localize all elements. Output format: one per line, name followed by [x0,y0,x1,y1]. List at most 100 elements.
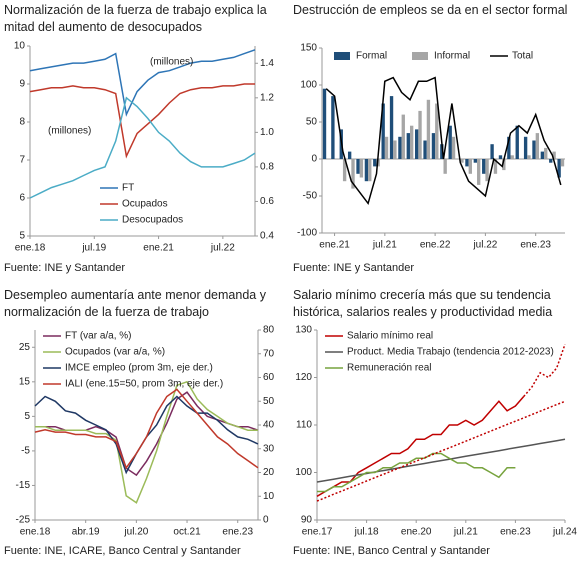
data-line [316,396,525,497]
bar [398,136,402,159]
y-tick-label: 7 [19,155,25,166]
bar [557,159,561,178]
bar [409,125,414,159]
bar [485,159,489,182]
y2-tick-label: 50 [263,396,275,407]
bar [431,133,436,159]
legend-label: Ocupados [122,199,168,210]
bar [426,99,431,159]
y2-tick-label: 30 [263,443,275,454]
bar [507,136,511,159]
bar [482,159,486,174]
y-tick-label: -25 [16,515,31,526]
bar [435,103,439,159]
annotation: (millones) [48,126,91,137]
bar [415,129,419,159]
chart-title: Salario mínimo crecería más que su tende… [293,288,553,319]
bar [451,136,456,159]
y2-tick-label: 10 [263,491,275,502]
legend-label: Desocupados [122,215,183,226]
x-tick-label: jul.18 [354,527,379,538]
data-line [325,76,562,206]
x-tick-label: oct.21 [173,527,201,538]
x-tick-label: jul.22 [210,243,235,254]
bar [460,159,464,163]
x-tick-label: jul.21 [453,527,478,538]
bar [443,159,447,174]
bar [465,159,469,167]
x-tick-label: ene.23 [500,527,531,538]
bar [393,140,397,159]
x-tick-label: jul.19 [81,243,106,254]
chart-panel: Destrucción de empleos se da en el secto… [289,0,578,280]
y-tick-label: 100 [295,467,312,478]
bar [342,159,347,182]
y2-tick-label: 0.8 [260,162,274,173]
legend-label: Salario mínimo real [347,331,433,342]
chart-panel: Salario mínimo crecería más que su tende… [289,285,578,562]
x-tick-label: ene.23 [222,527,253,538]
source-note: Fuente: INE, Banco Central y Santander [293,545,490,557]
bar [364,159,369,182]
y-tick-label: 130 [295,325,312,336]
chart-title: Destrucción de empleos se da en el secto… [293,3,568,17]
bar [373,159,377,167]
bar [368,159,372,182]
y-tick-label: -5 [21,446,30,457]
bar [544,147,548,159]
y2-tick-label: 70 [263,348,275,359]
y-tick-label: 100 [300,80,317,91]
legend-label: Product. Media Trabajo (tendencia 2012-2… [347,347,554,358]
chart: 90 100 110 120 130 ene.17 jul.18 ene.20 jul.21 en… [295,325,577,538]
legend-label: IALI (ene.15=50, prom 3m, eje der.) [65,379,223,390]
data-line [35,380,258,504]
y-tick-label: 5 [19,231,25,242]
y-tick-label: 90 [301,515,313,526]
legend-label: FT [122,183,134,194]
bar [515,125,519,159]
source-note: Fuente: INE y Santander [293,262,415,274]
bar [356,159,360,174]
chart-panel: Desempleo aumentaría ante menor demanda … [0,285,289,562]
annotation: (millones) [150,57,193,68]
bar [351,159,355,189]
bar [477,159,481,185]
y2-tick-label: 0.4 [260,231,274,242]
y-tick-label: -15 [16,480,31,491]
x-tick-label: jul.24 [552,527,577,538]
y-tick-label: 9 [19,79,25,90]
bar [532,140,536,159]
y-tick-label: 110 [296,420,312,431]
bar [523,136,528,159]
bar [535,133,540,159]
legend-label: Ocupados (var a/a, %) [65,347,165,358]
bar [498,155,503,159]
bar [552,151,556,159]
source-note: Fuente: INE, ICARE, Banco Central y Sant… [4,545,241,557]
data-line [317,452,516,493]
bar [473,159,478,163]
bar [359,159,364,178]
y-tick-label: 15 [19,376,31,387]
chart-panel: Normalización de la fuerza de trabajo ex… [0,0,289,280]
bar [418,110,422,159]
y2-tick-label: 80 [263,325,275,336]
bar [540,151,545,159]
y2-tick-label: 60 [263,372,275,383]
bar [384,136,389,159]
legend-swatch [334,52,350,60]
data-line [316,438,566,483]
x-tick-label: ene.18 [15,243,46,254]
chart: 5 6 7 8 9 10 0.4 0.6 0.8 1.0 1.2 1.4 ene.18 jul.19 ene… [14,41,274,254]
bar [468,159,472,174]
legend-label: FT (var a/a, %) [65,331,132,342]
chart: -25 -15 -5 5 15 25 0 10 20 30 40 50 60 70 80 ene.18 abr.… [16,325,275,538]
bar [423,140,427,159]
bar [401,114,405,159]
y-tick-label: 150 [300,43,317,54]
y-tick-label: 25 [19,342,31,353]
bar [381,103,385,159]
legend-label: Informal [434,51,470,62]
bar [560,159,565,167]
legend-label: Total [512,51,533,62]
